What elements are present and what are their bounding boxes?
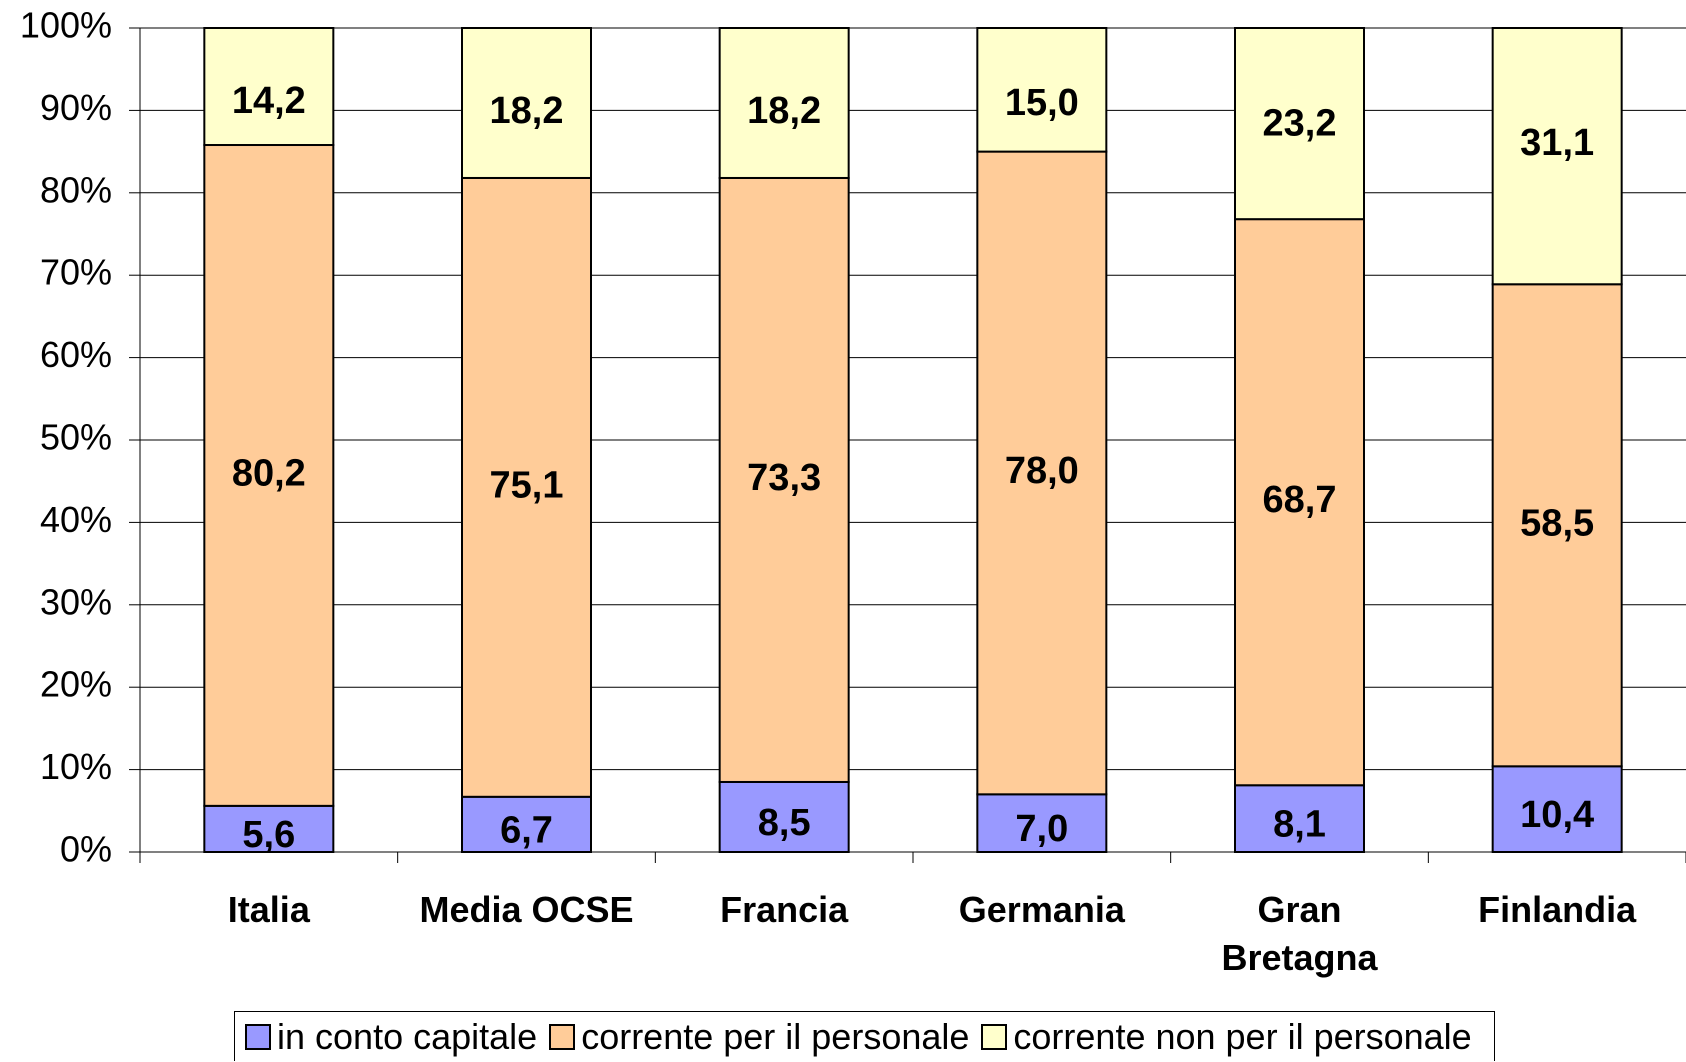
plot-area: 0% 10% 20% 30% 40% 50% 60% 70% 80% 90% 100% 5,6 80,2… bbox=[20, 5, 1686, 870]
legend-label: corrente non per il personale bbox=[1013, 1015, 1472, 1057]
y-tick-label: 90% bbox=[40, 87, 112, 128]
y-tick-label: 10% bbox=[40, 746, 112, 787]
legend-entry: corrente per il personale bbox=[549, 1016, 969, 1058]
data-label: 31,1 bbox=[1520, 122, 1594, 164]
legend-label: in conto capitale bbox=[277, 1015, 538, 1057]
y-tick-label: 80% bbox=[40, 169, 112, 210]
data-label: 18,2 bbox=[490, 90, 564, 132]
bar-segment bbox=[461, 27, 592, 179]
data-label: 23,2 bbox=[1263, 102, 1337, 144]
y-tick-label: 70% bbox=[40, 252, 112, 293]
x-tick-label: Germania bbox=[958, 889, 1125, 930]
legend-swatch bbox=[245, 1023, 271, 1050]
bar-segment bbox=[1491, 765, 1623, 854]
bar-segment bbox=[718, 780, 850, 854]
data-label: 75,1 bbox=[490, 464, 564, 506]
bar-segment bbox=[718, 27, 850, 179]
bar-segment bbox=[718, 176, 850, 783]
y-tick-label: 50% bbox=[40, 417, 112, 458]
y-tick-label: 0% bbox=[60, 829, 112, 870]
bar-segment bbox=[1234, 784, 1365, 853]
legend: in conto capitale corrente per il persona… bbox=[234, 1011, 1495, 1061]
bar-segment bbox=[1234, 218, 1365, 787]
data-label: 73,3 bbox=[747, 457, 821, 499]
bar-segment bbox=[461, 176, 592, 798]
y-tick-label: 100% bbox=[20, 5, 112, 46]
data-label: 78,0 bbox=[1005, 450, 1079, 492]
data-label: 10,4 bbox=[1520, 794, 1594, 836]
bar-segment bbox=[976, 793, 1108, 854]
data-label: 15,0 bbox=[1005, 82, 1079, 124]
legend-entry: corrente non per il personale bbox=[981, 1015, 1472, 1058]
bar-segment bbox=[203, 27, 335, 147]
x-tick-label: Finlandia bbox=[1478, 889, 1637, 930]
x-tick-label: Italia bbox=[227, 889, 310, 930]
x-tick-label: Gran Bretagna bbox=[1221, 889, 1378, 978]
legend-label: corrente per il personale bbox=[581, 1015, 970, 1057]
data-label: 8,5 bbox=[758, 802, 811, 844]
data-label: 8,1 bbox=[1273, 804, 1326, 846]
x-tick-label: Francia bbox=[720, 889, 849, 930]
data-label: 5,6 bbox=[242, 814, 295, 856]
bar-segment bbox=[976, 150, 1108, 796]
legend-entry: in conto capitale bbox=[245, 1016, 537, 1058]
data-label: 68,7 bbox=[1263, 479, 1337, 521]
data-label: 80,2 bbox=[232, 452, 306, 494]
data-label: 7,0 bbox=[1015, 808, 1068, 850]
bar-segment bbox=[1234, 27, 1365, 221]
bar-segment bbox=[1491, 27, 1623, 286]
data-label: 58,5 bbox=[1520, 502, 1594, 544]
legend-swatch bbox=[981, 1023, 1008, 1050]
legend-swatch bbox=[549, 1023, 576, 1050]
data-label: 14,2 bbox=[232, 80, 306, 122]
x-tick-label: Media OCSE bbox=[419, 889, 634, 930]
bar-segment bbox=[203, 804, 335, 854]
y-tick-label: 20% bbox=[40, 664, 112, 705]
bar-segment bbox=[976, 27, 1108, 153]
y-tick-label: 40% bbox=[40, 499, 112, 540]
y-tick-label: 60% bbox=[40, 334, 112, 375]
data-label: 18,2 bbox=[747, 90, 821, 132]
data-label: 6,7 bbox=[500, 809, 553, 851]
bar-segment bbox=[203, 144, 335, 807]
y-tick-label: 30% bbox=[40, 581, 112, 622]
